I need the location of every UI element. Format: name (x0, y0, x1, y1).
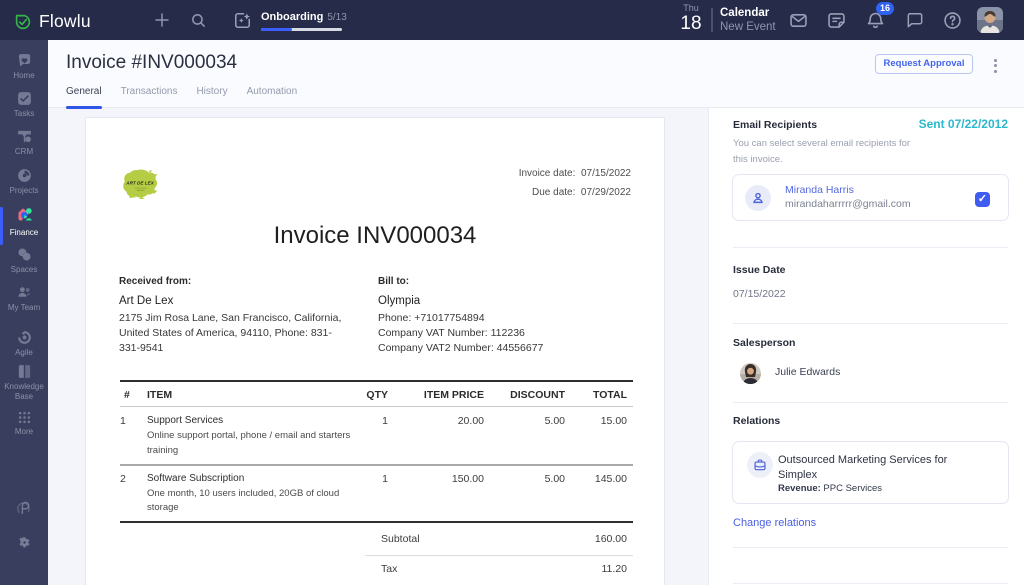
svg-text:ART DE LEX: ART DE LEX (125, 181, 154, 186)
svg-text:law firm: law firm (137, 189, 145, 192)
